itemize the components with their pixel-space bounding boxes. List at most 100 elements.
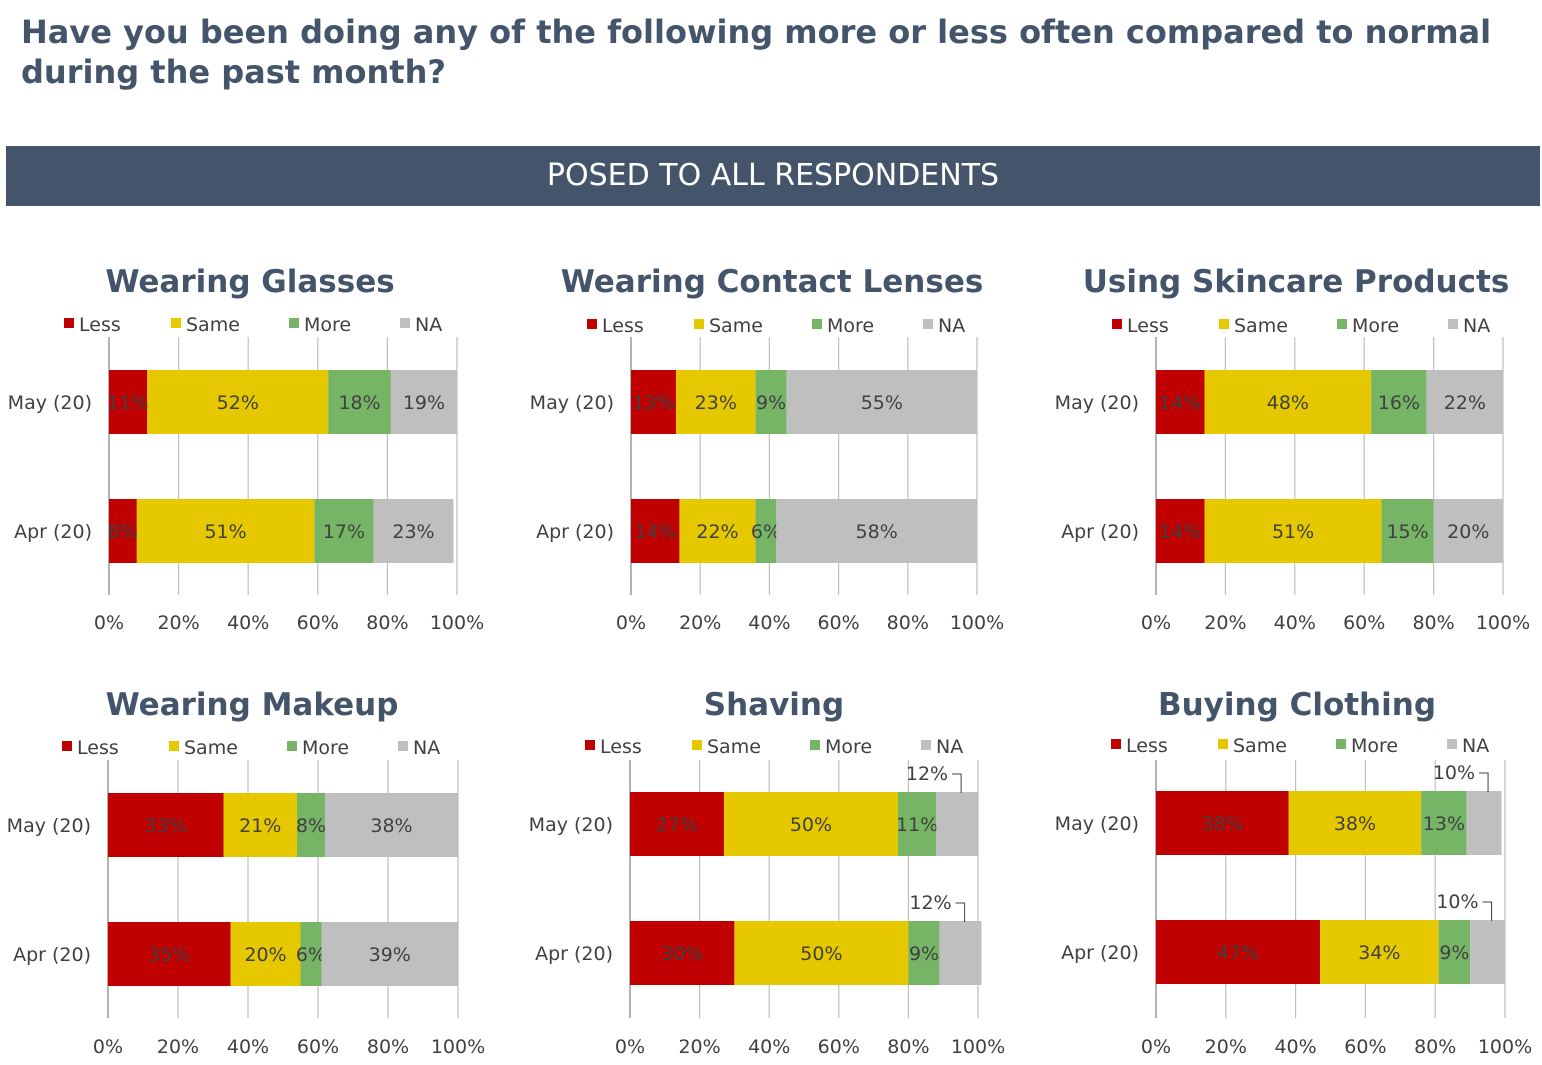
x-tick-label: 100% — [951, 1036, 1005, 1058]
bar-segment-same — [147, 370, 329, 434]
legend-swatch-less — [64, 318, 74, 328]
legend-swatch-same — [1218, 739, 1228, 749]
category-label: Apr (20) — [1061, 521, 1139, 543]
data-label: 6% — [751, 521, 781, 543]
category-label: May (20) — [530, 392, 614, 414]
category-label: May (20) — [1055, 392, 1139, 414]
bar-segment-same — [1320, 920, 1439, 984]
legend-label-na: NA — [413, 737, 440, 759]
data-label: 21% — [239, 815, 281, 837]
data-label-leader — [952, 773, 962, 793]
x-tick-label: 60% — [818, 1036, 860, 1058]
data-label: 12% — [909, 892, 951, 914]
legend-label-less: Less — [77, 737, 119, 759]
data-label: 38% — [1334, 813, 1376, 835]
bar-segment-na — [373, 499, 454, 563]
category-label: Apr (20) — [1061, 942, 1139, 964]
x-tick-label: 40% — [227, 1036, 269, 1058]
legend-swatch-same — [1219, 319, 1229, 329]
legend-label-same: Same — [1234, 315, 1288, 337]
bar-segment-less — [108, 922, 231, 986]
legend-label-na: NA — [1462, 735, 1489, 757]
bar-segment-less — [631, 370, 676, 434]
x-tick-label: 80% — [366, 612, 408, 634]
chart-panel-6: Buying Clothing Less Same More NA 0% 20% 40% 60%… — [1055, 687, 1532, 1058]
x-tick-label: 80% — [367, 1036, 409, 1058]
bar-segment-less — [1156, 499, 1205, 563]
data-label: 35% — [148, 944, 190, 966]
chart-title: Wearing Glasses — [105, 264, 394, 300]
bar-segment-more — [314, 499, 374, 563]
legend-swatch-na — [400, 318, 410, 328]
legend-label-same: Same — [184, 737, 238, 759]
legend-swatch-more — [1337, 319, 1347, 329]
bar-segment-less — [109, 499, 137, 563]
chart-panel-3: Using Skincare Products Less Same More NA 0% 2… — [1055, 264, 1530, 634]
legend-label-same: Same — [709, 315, 763, 337]
legend-label-more: More — [1352, 315, 1399, 337]
x-tick-label: 60% — [297, 612, 339, 634]
data-label-leader — [955, 902, 966, 922]
chart-title: Using Skincare Products — [1083, 264, 1510, 300]
bar-segment-less — [630, 792, 724, 856]
data-label: 8% — [296, 815, 326, 837]
x-tick-label: 100% — [431, 1036, 485, 1058]
data-label: 23% — [392, 521, 434, 543]
legend-label-same: Same — [1233, 735, 1287, 757]
category-label: May (20) — [529, 814, 613, 836]
data-label: 16% — [1378, 392, 1420, 414]
bar-segment-more — [297, 793, 325, 857]
x-tick-label: 100% — [1476, 612, 1530, 634]
data-label: 39% — [369, 944, 411, 966]
x-tick-label: 40% — [227, 612, 269, 634]
bar-segment-same — [734, 921, 909, 985]
x-tick-label: 0% — [1141, 1036, 1171, 1058]
data-label: 6% — [296, 944, 326, 966]
data-label: 10% — [1436, 891, 1478, 913]
chart-panel-1: Wearing Glasses Less Same More NA 0% 20% 40% 60%… — [8, 264, 484, 634]
bar-segment-same — [1288, 791, 1422, 855]
bar-segment-na — [1470, 920, 1505, 984]
bar-segment-same — [136, 499, 315, 563]
legend-swatch-more — [287, 741, 297, 751]
data-label: 47% — [1217, 942, 1259, 964]
x-tick-label: 20% — [1205, 1036, 1247, 1058]
bar-segment-more — [1438, 920, 1471, 984]
x-tick-label: 60% — [817, 612, 859, 634]
legend-swatch-less — [587, 319, 597, 329]
bar-segment-more — [328, 370, 391, 434]
chart-panel-2: Wearing Contact Lenses Less Same More NA 0% 20… — [530, 264, 1004, 634]
legend-swatch-na — [398, 741, 408, 751]
data-label: 22% — [1444, 392, 1486, 414]
bar-segment-same — [675, 370, 756, 434]
x-tick-label: 100% — [430, 612, 484, 634]
legend-label-less: Less — [1126, 735, 1168, 757]
legend-swatch-same — [694, 319, 704, 329]
legend-swatch-more — [812, 319, 822, 329]
x-tick-label: 0% — [94, 612, 124, 634]
data-label: 14% — [634, 521, 676, 543]
x-tick-label: 0% — [93, 1036, 123, 1058]
bar-segment-same — [230, 922, 301, 986]
legend-swatch-more — [810, 740, 820, 750]
data-label: 52% — [217, 392, 259, 414]
category-label: May (20) — [1055, 813, 1139, 835]
legend-label-less: Less — [79, 314, 121, 336]
data-label: 18% — [338, 392, 380, 414]
data-label: 13% — [632, 392, 674, 414]
page-title: Have you been doing any of the following… — [21, 13, 1492, 91]
chart-title: Shaving — [704, 687, 844, 723]
bar-segment-na — [776, 499, 977, 563]
legend-label-more: More — [1351, 735, 1398, 757]
bar-segment-less — [108, 793, 224, 857]
data-label: 11% — [107, 392, 149, 414]
data-label: 19% — [403, 392, 445, 414]
legend-swatch-same — [169, 741, 179, 751]
legend-label-na: NA — [415, 314, 442, 336]
data-label: 14% — [1159, 392, 1201, 414]
bar-segment-na — [936, 792, 978, 856]
data-label: 20% — [1447, 521, 1489, 543]
bar-segment-more — [1381, 499, 1434, 563]
x-tick-label: 60% — [297, 1036, 339, 1058]
x-tick-label: 80% — [887, 1036, 929, 1058]
